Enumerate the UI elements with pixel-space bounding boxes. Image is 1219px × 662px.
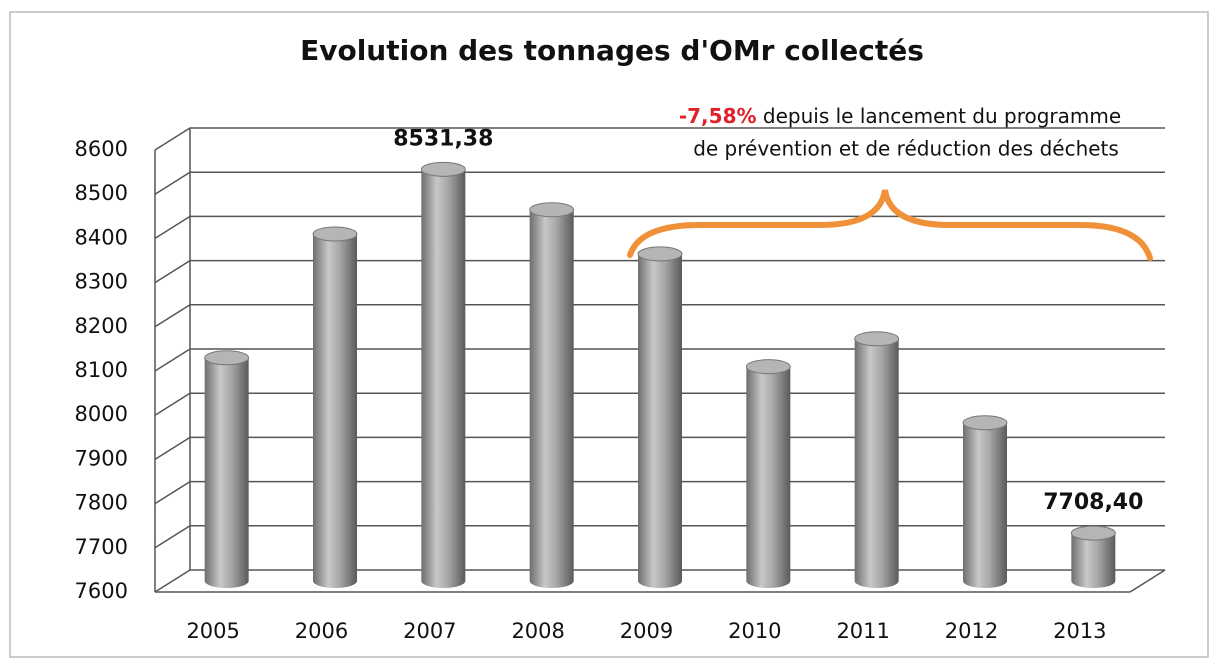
- x-tick-label: 2009: [620, 619, 673, 643]
- bar-part: [529, 209, 574, 588]
- annotation-line: de prévention et de réduction des déchet…: [693, 137, 1119, 161]
- annotation-highlight: -7,58%: [679, 104, 757, 128]
- bar-part: [204, 350, 250, 366]
- bar-part: [1070, 525, 1116, 541]
- bar-part: [746, 366, 791, 588]
- y-tick-label: 7900: [75, 446, 128, 470]
- data-label: 8531,38: [393, 126, 493, 151]
- grid-line: [154, 436, 1165, 461]
- bar-part: [745, 359, 791, 375]
- x-tick-label: 2008: [511, 619, 564, 643]
- bar-part: [421, 169, 466, 588]
- bar: [1070, 525, 1116, 588]
- grid-line: [154, 304, 1165, 328]
- bar-part: [963, 422, 1007, 588]
- grid-line: [154, 525, 1165, 549]
- bar: [745, 359, 791, 588]
- y-tick-label: 8600: [75, 137, 128, 161]
- bar-part: [204, 357, 249, 588]
- bar-part: [962, 415, 1008, 431]
- bar-part: [854, 331, 900, 347]
- grid-line: [154, 127, 1165, 151]
- bar-part: [420, 161, 466, 177]
- axis-line: [1129, 569, 1166, 593]
- grid-line: [154, 171, 1165, 195]
- y-tick-label: 7600: [75, 579, 128, 603]
- y-tick-label: 8400: [75, 225, 128, 249]
- grid-line: [154, 480, 1165, 505]
- y-tick-label: 8000: [75, 402, 128, 426]
- annotation: -7,58% depuis le lancement du programme: [679, 104, 1121, 128]
- grid-line: [154, 215, 1165, 240]
- bar-part: [637, 246, 683, 262]
- grid-line: [154, 348, 1165, 372]
- grid-line: [154, 392, 1165, 416]
- bar: [529, 202, 575, 588]
- chart-border: [9, 11, 1209, 658]
- x-tick-label: 2011: [836, 619, 889, 643]
- bar-part: [854, 338, 899, 588]
- y-tick-label: 8300: [75, 270, 128, 294]
- bar-part: [1071, 533, 1116, 588]
- bar: [420, 161, 466, 588]
- brace: [627, 189, 1153, 261]
- y-tick-label: 7800: [75, 491, 128, 515]
- bar: [637, 246, 683, 589]
- bar: [854, 331, 900, 588]
- x-tick-label: 2005: [186, 619, 239, 643]
- bar: [204, 350, 250, 588]
- x-tick-label: 2007: [403, 619, 456, 643]
- x-tick-label: 2013: [1053, 619, 1106, 643]
- grid-line: [154, 569, 1165, 593]
- y-tick-label: 8500: [75, 181, 128, 205]
- bar-part: [529, 202, 575, 218]
- chart-title: Evolution des tonnages d'OMr collectés: [300, 34, 924, 67]
- y-tick-label: 8200: [75, 314, 128, 338]
- bar-part: [638, 253, 682, 589]
- grid-line: [154, 259, 1165, 284]
- bar: [962, 415, 1008, 588]
- bar: [312, 226, 358, 588]
- x-tick-label: 2010: [728, 619, 781, 643]
- x-tick-label: 2006: [295, 619, 348, 643]
- y-tick-label: 8100: [75, 358, 128, 382]
- annotation-line: depuis le lancement du programme: [757, 104, 1122, 128]
- bar-part: [313, 234, 357, 588]
- y-tick-label: 7700: [75, 535, 128, 559]
- data-label: 7708,40: [1043, 490, 1143, 515]
- x-tick-label: 2012: [945, 619, 998, 643]
- bar-part: [312, 226, 358, 242]
